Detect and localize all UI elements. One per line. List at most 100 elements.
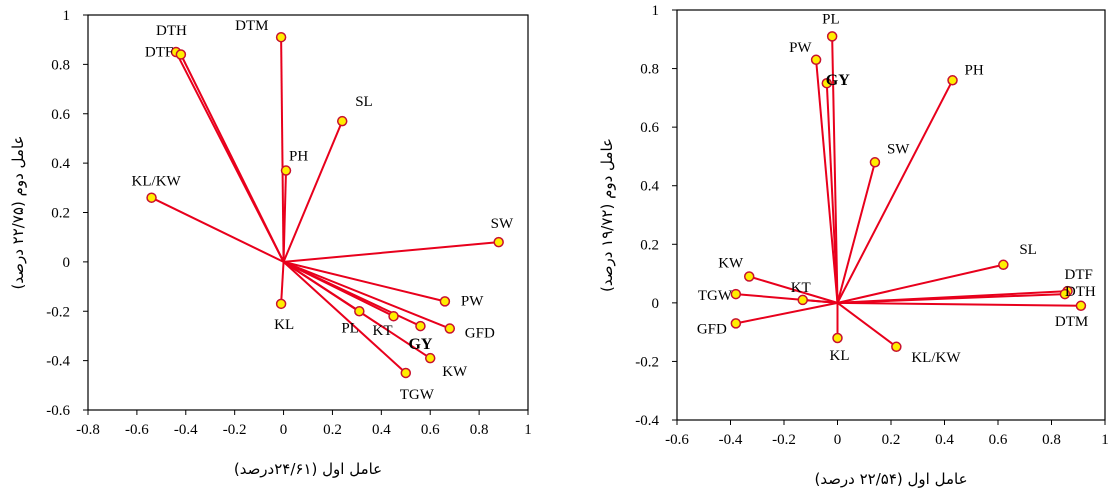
x-tick-label: -0.2 (772, 432, 796, 448)
vector-kl-kw (151, 196, 284, 263)
biplot-1: -0.8 -0.6 -0.4 -0.2 0 0.2 0.4 0.6 0.8 1 -0.6 -0.4 -0… (9, 8, 532, 478)
point-label-kt: KT (791, 280, 811, 296)
point-label-kl-kw: KL/KW (132, 174, 182, 190)
y-tick-label: 0.8 (51, 57, 70, 73)
point-pw (439, 296, 451, 307)
point-label-kl: KL (274, 317, 294, 333)
y-tick-label: 0.2 (640, 237, 659, 253)
vector-pw (283, 260, 446, 303)
y-tick-label: 0.6 (51, 107, 70, 123)
vector-gy (283, 260, 421, 327)
x-axis-title: عامل اول (۲۴/۶۱درصد) (234, 460, 382, 478)
vector-ph (836, 79, 954, 304)
vector-dth (837, 293, 1065, 304)
x-tick-label: 0.2 (882, 432, 901, 448)
point-dtm (275, 31, 287, 43)
point-dth (1059, 288, 1071, 300)
x-tick-label: 1 (524, 422, 532, 438)
point-label-ph: PH (965, 62, 984, 78)
point-label-kw: KW (442, 364, 468, 380)
biplot-2: -0.6 -0.4 -0.2 0 0.2 0.4 0.6 0.8 1 -0.4 -0.2 0 0.2 0.… (598, 3, 1109, 488)
y-tick-label: 0 (63, 255, 71, 271)
point-dtm (1075, 300, 1087, 312)
point-label-tgw: TGW (698, 288, 733, 304)
vector-sl (282, 120, 344, 263)
plot-frame (87, 14, 529, 411)
point-kt (388, 310, 399, 322)
y-tick-label: -0.4 (635, 413, 659, 429)
x-tick-label: 0.4 (935, 432, 954, 448)
point-gy (415, 320, 426, 332)
y-tick-label: -0.2 (635, 354, 659, 370)
vector-kl-kw (836, 302, 897, 348)
point-label-pw: PW (789, 40, 812, 56)
x-tick-label: -0.8 (76, 422, 100, 438)
point-label-dtm: DTM (1055, 314, 1088, 330)
point-label-pl: PL (341, 320, 359, 336)
point-label-tgw: TGW (400, 387, 435, 403)
vector-dtm (837, 301, 1081, 307)
point-label-dtf: DTF (1065, 267, 1093, 283)
point-kl (832, 332, 843, 344)
point-gfd (444, 323, 456, 334)
point-label-dtm: DTM (235, 18, 268, 34)
vector-dtf (179, 54, 285, 263)
point-kw (424, 352, 436, 364)
vector-pw (815, 59, 839, 303)
vector-sw (836, 162, 876, 304)
x-tick-label: 0.6 (989, 432, 1008, 448)
vector-sl (837, 263, 1004, 304)
vector-gfd (735, 301, 838, 325)
point-label-sw: SW (491, 216, 514, 232)
y-tick-label: 1 (63, 8, 71, 24)
point-label-dtf: DTF (145, 45, 173, 61)
point-tgw (730, 288, 742, 300)
x-tick-label: 0.8 (1042, 432, 1061, 448)
y-tick-label: 0.4 (51, 156, 70, 172)
point-label-sl: SL (1019, 242, 1037, 258)
x-tick-label: 0.2 (323, 422, 342, 438)
vector-dtm (280, 37, 285, 262)
point-sl (998, 259, 1009, 271)
point-dtf (175, 49, 187, 60)
y-tick-label: 0.8 (640, 62, 659, 78)
x-tick-label: 0 (834, 432, 842, 448)
point-sw (493, 236, 504, 248)
point-label-gfd: GFD (465, 326, 495, 342)
point-label-sw: SW (887, 141, 910, 157)
x-tick-label: -0.2 (223, 422, 247, 438)
point-label-sl: SL (355, 94, 373, 110)
point-kl (275, 298, 287, 310)
plot-frame (676, 9, 1106, 421)
point-sw (869, 157, 881, 168)
point-ph (947, 75, 958, 86)
point-ph (280, 165, 292, 176)
point-label-kt: KT (373, 323, 393, 339)
point-label-pl: PL (822, 11, 840, 27)
y-tick-label: 0.6 (640, 120, 659, 136)
point-label-dth: DTH (1065, 284, 1096, 300)
point-gy (821, 77, 833, 89)
point-label-gy: GY (408, 336, 432, 353)
x-tick-label: 1 (1101, 432, 1109, 448)
point-label-dth: DTH (156, 23, 187, 39)
point-label-gy: GY (826, 72, 850, 89)
point-pl (354, 306, 365, 317)
vector-kw (748, 275, 838, 304)
point-kl-kw (146, 192, 157, 203)
x-tick-label: 0.6 (421, 422, 440, 438)
x-tick-label: 0.8 (470, 422, 489, 438)
point-pl (826, 31, 838, 42)
y-tick-label: -0.2 (46, 304, 70, 320)
y-tick-label: 1 (652, 3, 660, 19)
point-tgw (400, 367, 412, 379)
point-label-gfd: GFD (697, 321, 727, 337)
vector-ph (282, 170, 287, 262)
vector-tgw (282, 261, 407, 374)
point-label-kl: KL (830, 348, 850, 364)
vector-gy (825, 83, 839, 303)
point-label-pw: PW (461, 293, 484, 309)
y-axis-title: عامل دوم (۲۲/۷۵ درصد) (9, 136, 27, 290)
point-pw (810, 54, 822, 66)
